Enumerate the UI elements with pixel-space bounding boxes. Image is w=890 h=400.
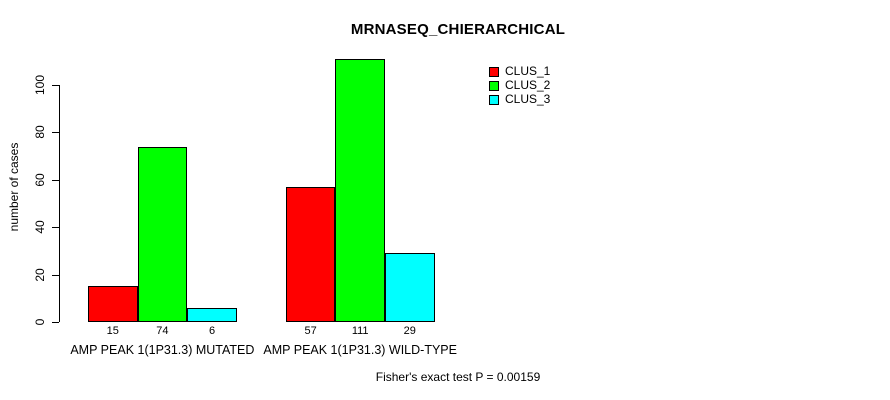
legend-swatch-clus-2: [489, 80, 499, 91]
y-tick-label: 80: [33, 125, 47, 140]
y-axis-tick: [52, 322, 59, 323]
y-axis-tick: [52, 179, 59, 181]
y-tick-label: 40: [33, 220, 47, 234]
bar-value-label: 111: [351, 325, 369, 337]
bar-value-label: 57: [304, 325, 317, 337]
chart-title: MRNASEQ_CHIERARCHICAL: [350, 21, 566, 38]
bar-clus-2-group-1: [137, 146, 188, 322]
y-axis-tick: [52, 132, 59, 134]
bar-clus-1-group-1: [88, 286, 138, 322]
legend-label: CLUS_3: [505, 92, 551, 106]
bar-value-label: 6: [208, 325, 216, 337]
bar-clus-2-group-2: [335, 58, 385, 322]
y-tick-label: 60: [33, 173, 47, 187]
bar-value-label: 29: [403, 325, 416, 337]
legend-swatch-clus-3: [489, 94, 499, 105]
bar-value-label: 15: [106, 325, 119, 337]
y-tick-label: 100: [33, 74, 47, 96]
bar-clus-3-group-2: [385, 253, 435, 322]
y-axis-tick: [52, 274, 59, 276]
bar-value-label: 74: [156, 325, 169, 337]
y-axis-tick: [52, 227, 59, 229]
bar-clus-3-group-1: [187, 307, 237, 322]
y-axis-tick: [52, 85, 59, 86]
category-label: AMP PEAK 1(1P31.3) MUTATED: [70, 343, 255, 357]
legend-item-clus-3: CLUS_3: [489, 92, 551, 106]
bar-clus-1-group-2: [285, 186, 336, 322]
legend-swatch-clus-1: [489, 66, 499, 77]
y-axis-line: [59, 85, 60, 322]
legend-item-clus-1: CLUS_1: [489, 64, 551, 78]
y-axis-label: number of cases: [7, 142, 21, 232]
legend-item-clus-2: CLUS_2: [489, 78, 551, 92]
category-label: AMP PEAK 1(1P31.3) WILD-TYPE: [263, 343, 457, 357]
legend-label: CLUS_2: [505, 78, 551, 92]
legend-label: CLUS_1: [505, 64, 551, 78]
y-tick-label: 20: [33, 267, 47, 282]
y-tick-label: 0: [33, 318, 47, 326]
legend: CLUS_1 CLUS_2 CLUS_3: [489, 64, 551, 108]
fisher-test-annotation: Fisher's exact test P = 0.00159: [375, 370, 541, 384]
